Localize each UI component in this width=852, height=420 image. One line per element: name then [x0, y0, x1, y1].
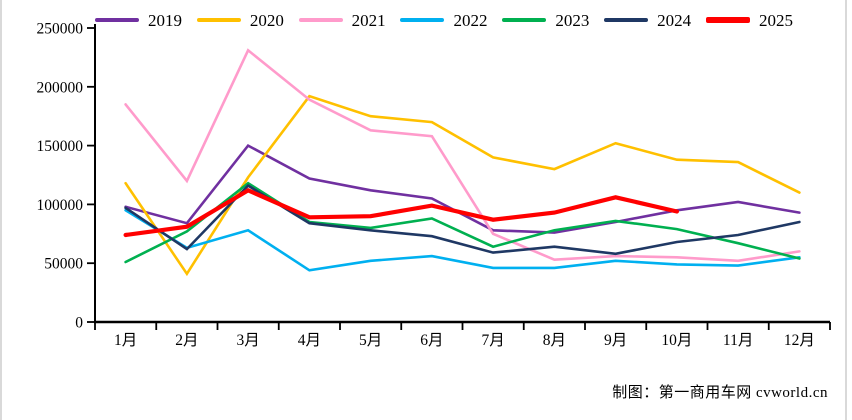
- y-axis-tick-label: 100000: [37, 197, 84, 214]
- series-line-2023: [124, 181, 801, 264]
- legend-item-2021: 2021: [298, 10, 386, 30]
- series-line-2019: [124, 143, 801, 234]
- legend-item-2022: 2022: [400, 12, 487, 29]
- x-axis-label: 11月: [723, 332, 753, 349]
- y-axis-tick-label: 0: [75, 315, 83, 332]
- legend-label-2021: 2021: [351, 10, 386, 30]
- attribution-text: 制图：第一商用车网 cvworld.cn: [612, 385, 828, 401]
- legend-swatch-2024: [604, 18, 649, 22]
- legend-label-2020: 2020: [249, 10, 284, 30]
- series-line-2022: [124, 209, 801, 272]
- legend-item-2025: 2025: [705, 10, 793, 30]
- x-axis-label: 6月: [420, 332, 443, 349]
- x-axis-label: 3月: [236, 332, 259, 349]
- y-axis-tick-label: 250000: [37, 21, 84, 38]
- x-axis-label: 10月: [661, 332, 692, 349]
- legend-item-2023: 2023: [502, 12, 589, 29]
- x-axis-label: 1月: [114, 332, 137, 349]
- legend-item-2019: 2019: [95, 12, 182, 29]
- window-border-right: [845, 0, 847, 420]
- y-axis-tick-label: 150000: [37, 138, 84, 155]
- x-axis-label: 2月: [175, 332, 198, 349]
- x-axis-label: 4月: [298, 332, 321, 349]
- y-axis-tick-label: 50000: [44, 256, 83, 273]
- x-axis-label: 12月: [784, 332, 815, 349]
- legend-label-2025: 2025: [758, 10, 793, 30]
- legend-swatch-2021: [298, 18, 343, 22]
- legend-label-2023: 2023: [555, 10, 590, 30]
- legend-label-2024: 2024: [657, 10, 692, 30]
- legend-item-2020: 2020: [196, 10, 284, 30]
- legend-swatch-2020: [196, 18, 241, 22]
- legend-swatch-2025: [705, 17, 750, 23]
- x-axis-label: 7月: [481, 332, 504, 349]
- y-axis-tick-label: 200000: [37, 79, 84, 96]
- x-axis-label: 5月: [359, 332, 382, 349]
- series-line-2024: [124, 183, 801, 256]
- series-line-2025: [123, 187, 680, 238]
- series-line-2020: [124, 94, 801, 277]
- legend-swatch-2022: [400, 18, 445, 22]
- x-axis-label: 8月: [543, 332, 566, 349]
- legend-label-2019: 2019: [148, 10, 182, 30]
- legend-item-2024: 2024: [604, 12, 691, 29]
- chart-legend: 2019 2020 2021 2022 2023 2024 2025: [95, 8, 793, 32]
- window-border-left: [0, 0, 2, 420]
- legend-swatch-2023: [502, 18, 547, 22]
- legend-swatch-2019: [95, 18, 139, 22]
- legend-label-2022: 2022: [453, 10, 488, 30]
- x-axis-label: 9月: [604, 332, 627, 349]
- series-line-2021: [124, 48, 801, 263]
